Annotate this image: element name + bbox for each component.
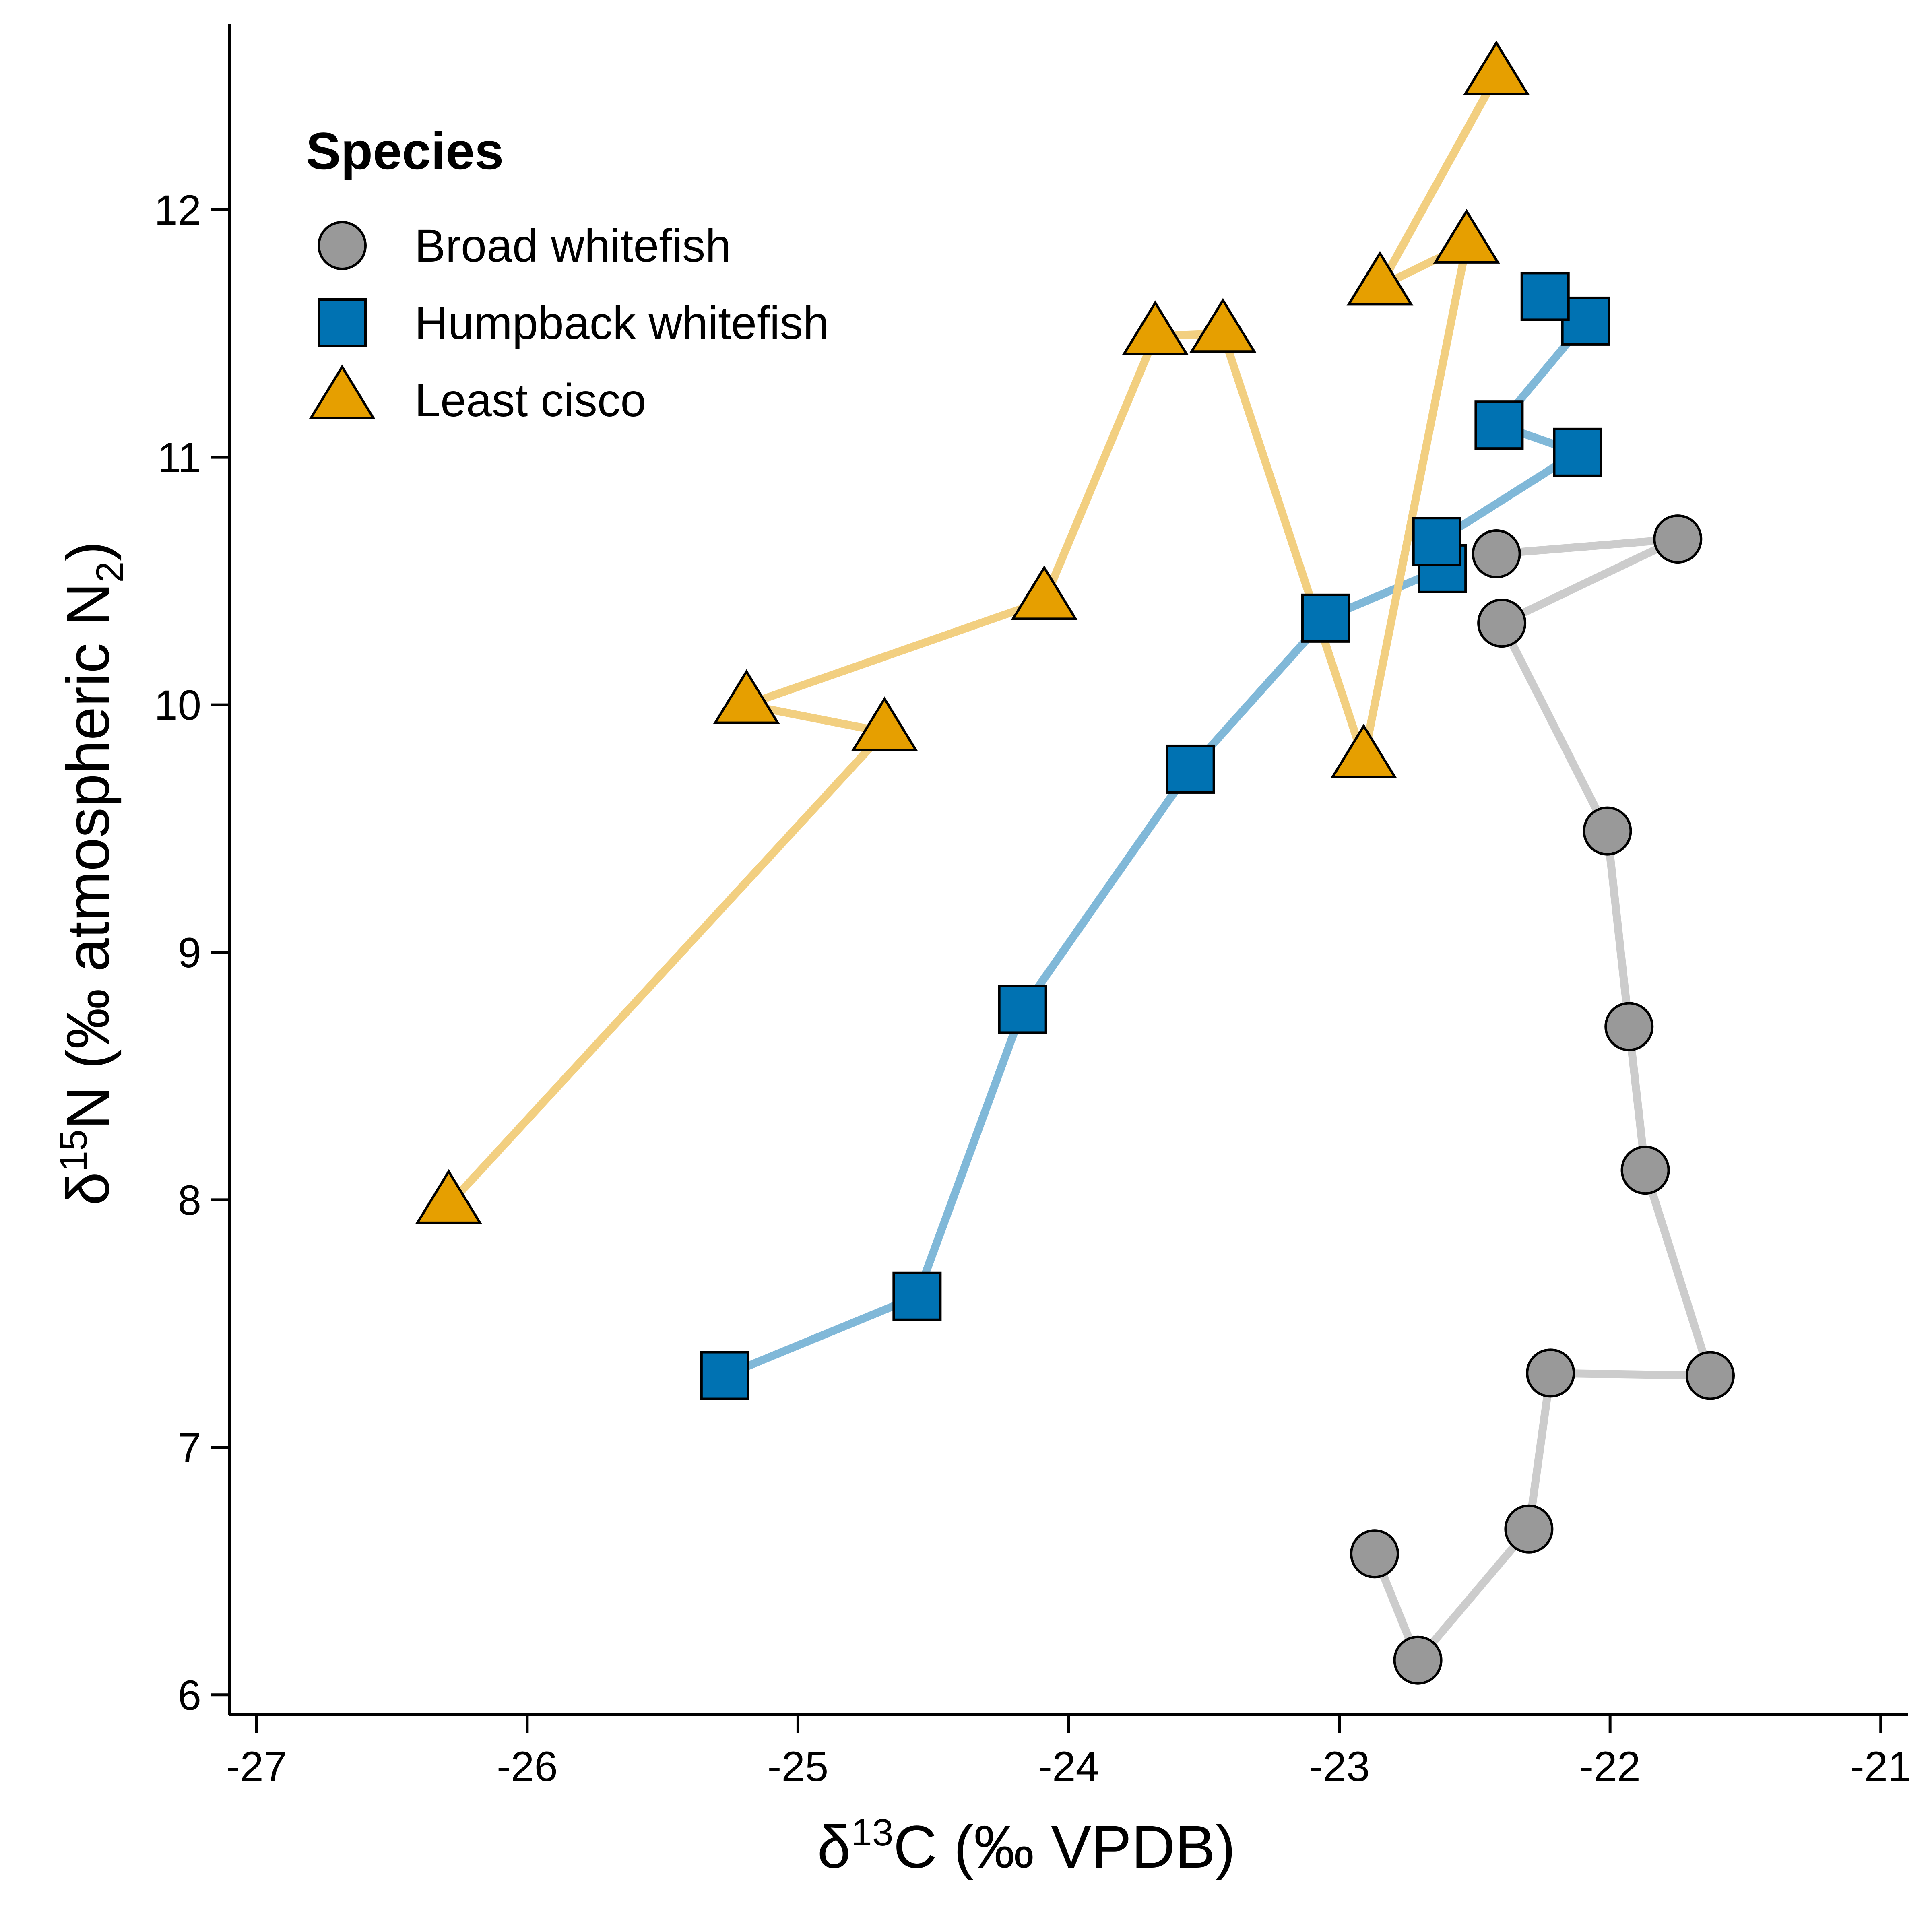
x-tick-label: -22 [1579,1743,1641,1790]
data-point-least-cisco [1463,40,1530,95]
x-tick-label: -24 [1038,1743,1099,1790]
data-point-broad-whitefish [1477,599,1527,648]
data-point-humpback-whitefish [1553,427,1602,477]
data-point-least-cisco [1122,300,1189,355]
y-axis-title: δ15N (‰ atmospheric N2) [52,541,131,1206]
x-tick-label: -25 [768,1743,829,1790]
axes: -27 -26 -25 -24 -23 -22 -21 6 7 8 9 10 11 12 [154,24,1911,1790]
y-tick-label: 7 [178,1424,201,1472]
data-point-least-cisco [1346,251,1414,306]
x-tick-label: -27 [226,1743,287,1790]
data-point-broad-whitefish [1653,514,1703,564]
series-line-least-cisco [444,72,1501,1209]
y-tick-label: 10 [154,682,201,729]
data-point-least-cisco [851,696,918,751]
x-axis-title: δ13C (‰ VPDB) [817,1811,1235,1880]
data-point-humpback-whitefish [892,1271,942,1321]
legend-title: Species [306,122,504,180]
data-point-broad-whitefish [1472,529,1521,578]
x-tick-label: -23 [1309,1743,1370,1790]
data-point-least-cisco [1433,208,1500,264]
y-tick-label: 8 [178,1177,201,1224]
legend-label-least-cisco: Least cisco [415,375,646,426]
legend-key-humpback-whitefish [318,298,367,347]
data-point-humpback-whitefish [1561,296,1610,346]
data-point-broad-whitefish [1393,1635,1443,1685]
data-point-broad-whitefish [1526,1348,1575,1398]
data-point-broad-whitefish [1620,1146,1670,1195]
x-tick-label: -26 [497,1743,558,1790]
data-point-humpback-whitefish [1520,272,1570,321]
data-point-broad-whitefish [1583,806,1632,856]
data-point-broad-whitefish [1604,1002,1654,1051]
data-point-least-cisco [1330,723,1397,778]
data-point-broad-whitefish [1686,1351,1735,1400]
data-point-humpback-whitefish [700,1351,749,1400]
data-point-humpback-whitefish [1301,593,1350,643]
series-markers [415,40,1735,1685]
y-tick-label: 9 [178,929,201,976]
data-point-humpback-whitefish [1474,400,1524,450]
data-point-humpback-whitefish [1166,744,1215,794]
legend-label-broad-whitefish: Broad whitefish [415,220,731,272]
legend: Species Broad whitefish Humpback whitefish… [306,122,829,426]
y-tick-label: 6 [178,1672,201,1719]
legend-key-least-cisco [308,364,376,419]
data-point-least-cisco [713,669,780,724]
y-tick-label: 11 [157,434,201,481]
y-tick-label: 12 [154,187,201,234]
data-point-least-cisco [1011,565,1078,620]
x-tick-label: -21 [1850,1743,1911,1790]
data-point-least-cisco [415,1169,482,1224]
data-point-least-cisco [1189,298,1257,353]
data-point-humpback-whitefish [1412,517,1461,566]
data-point-broad-whitefish [1350,1529,1399,1579]
data-point-broad-whitefish [1504,1504,1554,1554]
data-point-humpback-whitefish [998,985,1047,1034]
legend-label-humpback-whitefish: Humpback whitefish [415,297,829,349]
legend-key-broad-whitefish [318,221,367,270]
